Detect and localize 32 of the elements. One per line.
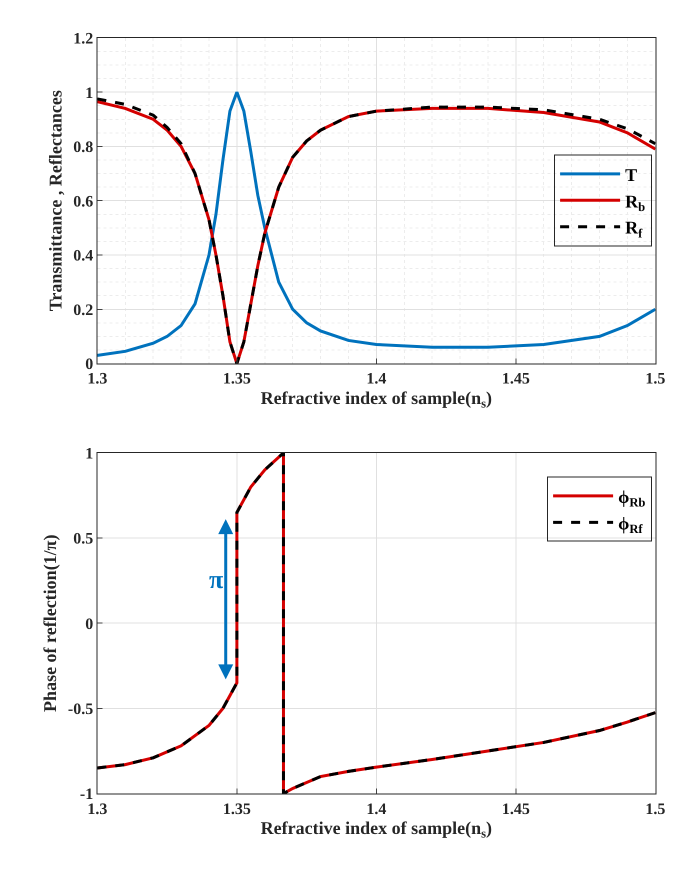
- x-tick-label: 1.35: [222, 370, 251, 388]
- x-tick-label: 1.45: [502, 370, 530, 388]
- y-tick-label: 0.5: [73, 530, 94, 548]
- x-tick-label: 1.5: [645, 800, 666, 818]
- x-tick-label: 1.35: [222, 800, 251, 818]
- y-tick-label: -0.5: [68, 700, 94, 718]
- y-tick-label: 0.8: [73, 139, 94, 156]
- y-tick-label: 0.6: [73, 193, 94, 210]
- y-tick-label: -1: [80, 786, 94, 804]
- legend-label: T: [625, 164, 638, 185]
- legend-label: ϕ$_{Rf}$: [618, 513, 644, 536]
- y-tick-label: 0.2: [73, 302, 94, 319]
- y-tick-label: 1: [85, 445, 94, 462]
- x-axis-title: Refractive index of sample(n$_{s}$): [260, 388, 492, 411]
- x-tick-label: 1.45: [502, 800, 530, 818]
- x-tick-label: 1.4: [366, 800, 386, 818]
- y-tick-label: 1.2: [73, 30, 94, 48]
- x-tick-label: 1.3: [87, 370, 108, 388]
- y-axis-title: Phase of reflection(1/π): [40, 534, 60, 712]
- y-tick-label: 0: [85, 356, 94, 374]
- annotation: π: [209, 565, 224, 594]
- x-tick-label: 1.5: [645, 370, 666, 388]
- y-axis-title: Transmittance , Reflectances: [45, 90, 66, 312]
- legend-label: R$_{b}$: [625, 191, 646, 214]
- y-tick-label: 1: [85, 84, 94, 102]
- y-tick-label: 0: [85, 616, 94, 633]
- y-tick-label: 0.4: [73, 248, 94, 265]
- x-tick-label: 1.3: [87, 800, 108, 818]
- legend-label: ϕ$_{Rb}$: [618, 486, 646, 510]
- x-axis-title: Refractive index of sample(n$_{s}$): [260, 818, 492, 841]
- legend-label: R$_{f}$: [625, 218, 644, 240]
- x-tick-label: 1.4: [366, 370, 386, 388]
